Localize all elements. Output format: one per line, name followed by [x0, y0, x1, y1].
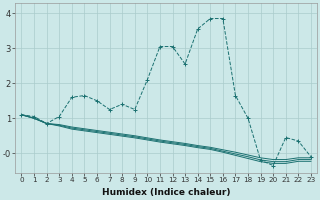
X-axis label: Humidex (Indice chaleur): Humidex (Indice chaleur) — [102, 188, 230, 197]
